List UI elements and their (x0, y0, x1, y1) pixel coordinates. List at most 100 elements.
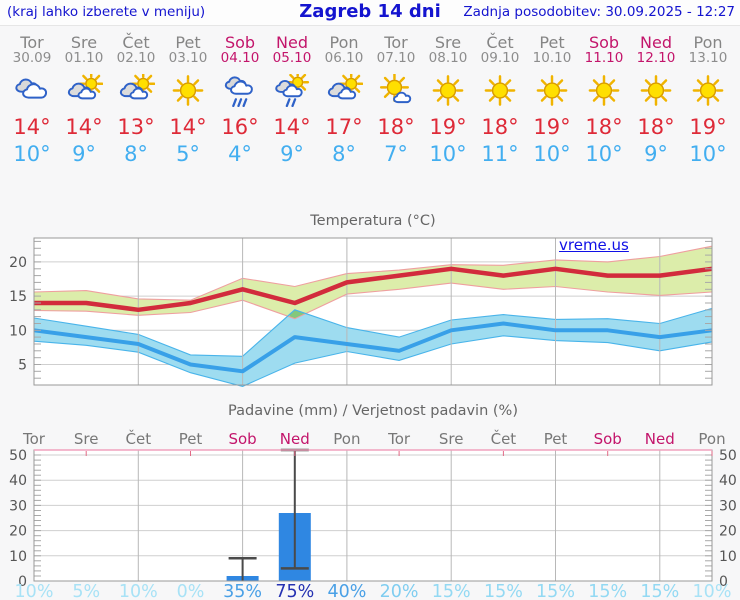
day-name: Sre (70, 33, 98, 52)
mostly-sunny-icon (379, 73, 412, 103)
precip-day-label: Pon (698, 430, 725, 448)
day-date: 10.10 (532, 50, 572, 66)
low-temp: 9° (72, 142, 96, 166)
high-temp: 19° (689, 115, 727, 139)
weather-icon-cell (6, 66, 58, 114)
low-temp: 8° (332, 142, 356, 166)
day-date: 11.10 (584, 50, 624, 66)
probability-label: 40% (327, 582, 366, 600)
svg-text:10: 10 (9, 323, 27, 339)
weather-icon-cell (682, 66, 734, 114)
high-temp: 19° (533, 115, 571, 139)
partly-sunny-icon (67, 73, 103, 99)
sunny-icon (536, 74, 568, 106)
high-temp: 14° (65, 115, 103, 139)
high-temp: 18° (377, 115, 415, 139)
weather-icon-cell (422, 66, 474, 114)
day-name: Sre (434, 33, 462, 52)
watermark-link[interactable]: vreme.us (559, 236, 629, 254)
svg-text:50: 50 (719, 448, 737, 464)
weather-icon-cell (58, 66, 110, 114)
low-temp: 10° (429, 142, 467, 166)
precip-day-label: Čet (126, 429, 152, 448)
sunny-icon (172, 74, 204, 106)
forecast-day: Tor 30.09 14° 10° (6, 34, 58, 168)
weather-icon-cell (266, 66, 318, 114)
low-temp: 5° (176, 142, 200, 166)
weather-icon-cell (630, 66, 682, 114)
day-name: Pon (329, 33, 359, 52)
probability-label: 35% (223, 582, 262, 600)
plot-area (34, 450, 712, 581)
minor-ticks (34, 454, 712, 582)
probability-label: 10% (119, 582, 158, 600)
page-title: Zagreb 14 dni (299, 1, 441, 22)
probability-label: 0% (177, 582, 205, 600)
low-temp: 10° (533, 142, 571, 166)
forecast-day: Pon 13.10 19° 10° (682, 34, 734, 168)
probability-label: 20% (380, 582, 419, 600)
svg-text:0: 0 (719, 574, 728, 590)
probability-label: 15% (588, 582, 627, 600)
forecast-day: Sob 04.10 16° 4° (214, 34, 266, 168)
rain-icon (224, 75, 253, 107)
sunny-icon (484, 74, 516, 106)
day-labels-row: Tor Sre Čet Pet Sob Ned Pon Tor Sre Čet Pet Sob Ned P… (22, 429, 726, 448)
low-temp: 9° (280, 142, 304, 166)
svg-text:20: 20 (719, 524, 737, 540)
low-temp: 10° (689, 142, 727, 166)
probability-label: 15% (484, 582, 523, 600)
forecast-day: Ned 05.10 14° 9° (266, 34, 318, 168)
low-temp: 4° (228, 142, 252, 166)
chart-frame (33, 237, 713, 386)
svg-text:10: 10 (9, 549, 27, 565)
day-date: 12.10 (636, 50, 676, 66)
precip-day-label: Pet (179, 430, 203, 448)
day-name: Čet (122, 33, 150, 52)
forecast-strip: Tor 30.09 14° 10° Sre 01.10 14° 9° Čet 02.10 13° 8°… (0, 25, 740, 168)
precip-day-label: Sre (439, 430, 464, 448)
day-date: 06.10 (324, 50, 364, 66)
svg-text:0: 0 (18, 574, 27, 590)
precip-day-label: Pet (544, 430, 568, 448)
minor-ticks (34, 240, 712, 386)
forecast-day: Sob 11.10 18° 10° (578, 34, 630, 168)
temp-chart-title: Temperatura (°C) (309, 213, 435, 229)
day-date: 01.10 (64, 50, 104, 66)
probability-label: 15% (536, 582, 575, 600)
day-date: 09.10 (480, 50, 520, 66)
probability-label: 10% (693, 582, 732, 600)
precip-day-label: Tor (22, 430, 46, 448)
svg-text:20: 20 (9, 255, 27, 271)
day-name: Čet (486, 33, 514, 52)
day-name: Pon (693, 33, 723, 52)
day-name: Tor (20, 33, 44, 52)
precip-day-label: Tor (387, 430, 411, 448)
top-bar: (kraj lahko izberete v meniju) Zagreb 14… (0, 0, 740, 26)
high-temp: 14° (273, 115, 311, 139)
y-axis-labels: 5 10 15 20 (9, 255, 27, 374)
day-name: Pet (175, 33, 201, 52)
day-name: Ned (640, 33, 672, 52)
min-temp-line (33, 321, 713, 374)
weather-icon-cell (474, 66, 526, 114)
weather-icon-cell (214, 66, 266, 114)
partly-sunny-icon (327, 73, 363, 99)
probability-label: 10% (15, 582, 54, 600)
max-temp-line (34, 266, 713, 313)
sunny-icon (692, 74, 724, 106)
forecast-day: Ned 12.10 18° 9° (630, 34, 682, 168)
day-date: 07.10 (376, 50, 416, 66)
day-date: 04.10 (220, 50, 260, 66)
forecast-day: Sre 01.10 14° 9° (58, 34, 110, 168)
forecast-day: Čet 02.10 13° 8° (110, 34, 162, 168)
precip-day-label: Čet (491, 429, 517, 448)
weather-icon-cell (370, 66, 422, 114)
high-temp: 14° (169, 115, 207, 139)
svg-text:50: 50 (9, 448, 27, 464)
day-date: 13.10 (688, 50, 728, 66)
partly-sunny-icon (119, 73, 155, 99)
last-update: Zadnja posodobitev: 30.09.2025 - 12:27 (463, 4, 735, 20)
svg-text:30: 30 (719, 498, 737, 514)
vertical-grid (137, 238, 661, 385)
